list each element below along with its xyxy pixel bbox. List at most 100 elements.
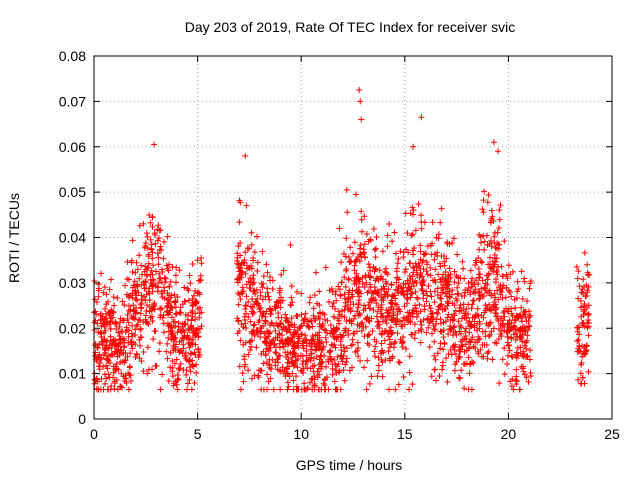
data-point xyxy=(129,237,136,244)
data-point xyxy=(385,333,392,340)
data-point xyxy=(284,317,291,324)
data-point xyxy=(475,255,482,262)
data-point xyxy=(426,344,433,351)
data-point xyxy=(186,336,193,343)
data-point xyxy=(312,347,319,354)
data-point xyxy=(242,339,249,346)
data-point xyxy=(475,265,482,272)
data-point xyxy=(409,331,416,338)
data-point xyxy=(411,321,418,328)
data-point xyxy=(176,267,183,274)
data-point xyxy=(512,317,519,324)
data-point xyxy=(122,282,129,289)
data-point xyxy=(303,352,310,359)
data-point xyxy=(436,373,443,380)
data-point xyxy=(327,322,334,329)
data-point xyxy=(235,301,242,308)
data-point xyxy=(235,243,242,250)
data-point xyxy=(351,239,358,246)
data-point xyxy=(252,298,259,305)
data-point xyxy=(134,266,141,273)
y-tick-label: 0 xyxy=(78,411,86,427)
data-point xyxy=(431,299,438,306)
data-point xyxy=(406,273,413,279)
data-point xyxy=(478,285,485,292)
data-point xyxy=(341,377,348,384)
data-point xyxy=(400,334,407,341)
data-point xyxy=(280,343,287,350)
data-point xyxy=(93,385,100,392)
data-point xyxy=(393,268,400,275)
data-point xyxy=(375,292,382,299)
data-point xyxy=(380,295,387,302)
data-point xyxy=(364,357,371,364)
data-point xyxy=(152,240,159,247)
data-point xyxy=(111,302,118,309)
data-point xyxy=(585,271,592,278)
data-point xyxy=(462,325,469,332)
data-point xyxy=(190,292,197,299)
data-point xyxy=(263,359,270,366)
data-point xyxy=(416,274,423,281)
data-point xyxy=(358,116,365,123)
data-point xyxy=(192,341,199,348)
data-point xyxy=(381,337,388,344)
data-point xyxy=(257,333,264,340)
data-point xyxy=(165,328,172,335)
data-point xyxy=(456,374,463,381)
data-point xyxy=(269,356,276,363)
data-point xyxy=(434,249,441,256)
data-point xyxy=(433,309,440,316)
data-point xyxy=(423,267,430,274)
data-point xyxy=(102,345,109,352)
data-point xyxy=(455,291,462,298)
data-point xyxy=(255,319,262,326)
data-point xyxy=(426,302,433,309)
data-point xyxy=(474,305,481,312)
data-point xyxy=(452,307,459,314)
data-point xyxy=(491,251,498,258)
data-point xyxy=(431,366,438,373)
data-point xyxy=(250,288,257,295)
data-point xyxy=(354,253,361,260)
data-point xyxy=(311,362,318,369)
data-point xyxy=(245,367,252,374)
data-point xyxy=(191,380,198,387)
data-point xyxy=(527,347,534,354)
data-point xyxy=(126,364,133,371)
data-point xyxy=(412,330,419,337)
data-point xyxy=(522,339,529,346)
data-point xyxy=(333,370,340,377)
data-point xyxy=(458,307,465,314)
data-point xyxy=(317,340,324,347)
data-point xyxy=(577,370,584,377)
data-point xyxy=(278,332,285,339)
data-point xyxy=(99,338,106,345)
data-point xyxy=(259,312,266,319)
data-point xyxy=(298,290,305,297)
data-point xyxy=(321,326,328,333)
data-point xyxy=(481,246,488,253)
data-point xyxy=(524,332,531,339)
data-point xyxy=(460,361,467,368)
data-point xyxy=(469,301,476,308)
data-point xyxy=(237,386,244,393)
data-point xyxy=(404,296,411,303)
data-point xyxy=(504,275,511,282)
data-point xyxy=(259,284,266,291)
data-point xyxy=(102,305,109,312)
data-point xyxy=(423,329,430,336)
data-point xyxy=(337,292,344,299)
data-point xyxy=(479,328,486,335)
data-point xyxy=(512,324,519,331)
data-point xyxy=(133,292,140,299)
y-tick-label: 0.04 xyxy=(59,230,86,246)
data-point xyxy=(320,380,327,387)
data-point xyxy=(417,242,424,249)
data-point xyxy=(133,259,140,266)
data-point xyxy=(442,318,449,325)
data-point xyxy=(300,317,307,324)
data-point xyxy=(408,283,415,290)
data-point xyxy=(395,276,402,283)
data-point xyxy=(363,231,370,238)
